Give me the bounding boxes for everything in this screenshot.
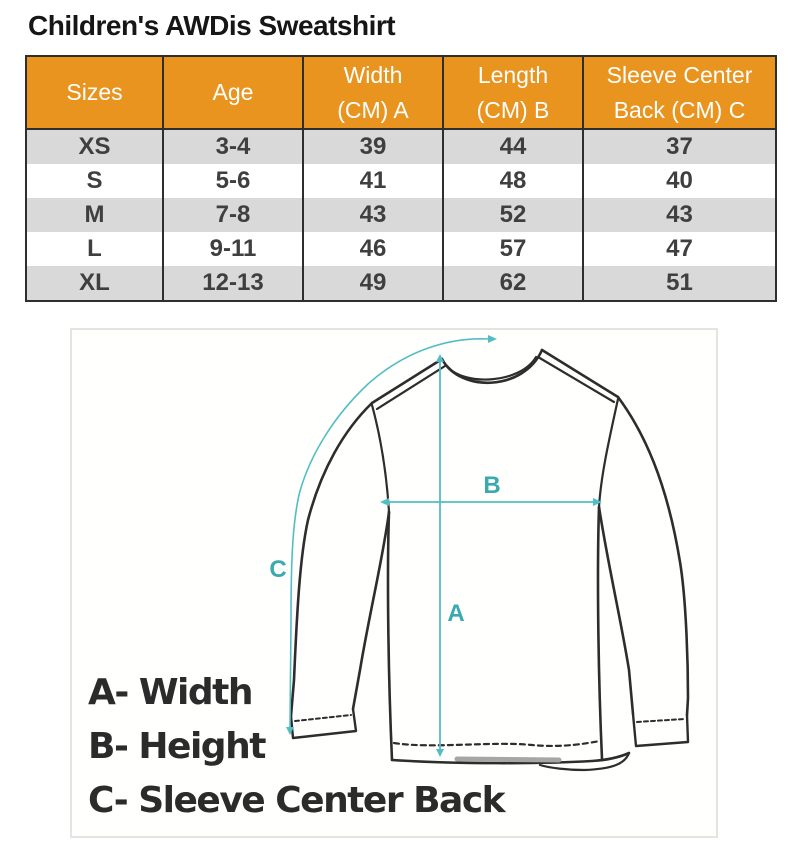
table-row-xs: XS 3-4 39 44 37 <box>25 129 776 164</box>
table-row-xl: XL 12-13 49 62 51 <box>25 266 776 301</box>
left-armhole-seam <box>370 403 391 514</box>
cell-length: 62 <box>442 266 583 301</box>
measurement-diagram: A B C A- Width B- Height C- Sleeve Cente… <box>70 328 718 838</box>
right-sleeve-outer-edge <box>616 395 690 717</box>
cell-sleeve: 37 <box>582 129 776 164</box>
cell-sleeve: 47 <box>582 232 776 266</box>
header-cell-width: Width (CM) A <box>302 56 443 130</box>
sweatshirt-drawing <box>289 348 690 772</box>
cell-sleeve: 51 <box>582 266 776 301</box>
cell-age: 12-13 <box>162 266 303 301</box>
cell-length: 57 <box>442 232 583 266</box>
header-cell-sleeve: Sleeve Center Back (CM) C <box>582 56 776 130</box>
cell-width: 46 <box>302 232 443 266</box>
measure-label-c: C <box>269 556 286 583</box>
cell-size: M <box>25 198 163 232</box>
cell-age: 3-4 <box>162 129 303 164</box>
right-sleeve-inner-edge <box>597 505 635 716</box>
right-cuff-outline <box>631 712 690 748</box>
cell-size: L <box>25 232 163 266</box>
measure-arrow-c <box>286 335 497 735</box>
hem-shading <box>454 756 562 763</box>
size-table: Sizes Age Width (CM) A Length (CM) B Sle… <box>25 55 777 302</box>
cell-sleeve: 43 <box>582 198 776 232</box>
right-cuff-stitch <box>636 718 685 723</box>
measurement-annotations: A B C <box>269 335 602 757</box>
cell-length: 52 <box>442 198 583 232</box>
cell-size: S <box>25 164 163 198</box>
measure-label-b: B <box>483 472 500 499</box>
left-shoulder-seam <box>370 357 444 405</box>
body-right-edge <box>596 505 604 761</box>
left-shoulder-seam-inner <box>375 364 447 411</box>
cell-width: 41 <box>302 164 443 198</box>
cell-length: 44 <box>442 129 583 164</box>
hem-bottom-edge <box>390 751 631 765</box>
cell-width: 43 <box>302 198 443 232</box>
legend-line-c: C- Sleeve Center Back <box>88 780 507 821</box>
right-shoulder-seam-inner <box>536 355 616 404</box>
page-title: Children's AWDis Sweatshirt <box>28 10 396 41</box>
left-cuff-stitch <box>294 714 352 722</box>
cell-length: 48 <box>442 164 583 198</box>
measure-arrow-a <box>436 354 444 757</box>
hem-right-flap <box>538 751 631 772</box>
diagram-legend: A- Width B- Height C- Sleeve Center Back <box>88 672 508 821</box>
left-cuff-outline <box>289 707 358 740</box>
sweatshirt-diagram-svg: A B C A- Width B- Height C- Sleeve Cente… <box>88 335 690 821</box>
header-cell-age: Age <box>162 56 303 130</box>
left-sleeve-inner-edge <box>351 510 391 711</box>
table-header-row: Sizes Age Width (CM) A Length (CM) B Sle… <box>25 56 776 130</box>
legend-line-b: B- Height <box>88 726 266 767</box>
cell-age: 7-8 <box>162 198 303 232</box>
cell-sleeve: 40 <box>582 164 776 198</box>
hem-stitch-line <box>392 739 602 748</box>
cell-width: 39 <box>302 129 443 164</box>
table-row-l: L 9-11 46 57 47 <box>25 232 776 266</box>
right-armhole-seam <box>597 397 620 509</box>
measure-arrow-b <box>380 498 602 506</box>
collar-inner-line <box>446 355 538 381</box>
cell-size: XL <box>25 266 163 301</box>
cell-age: 9-11 <box>162 232 303 266</box>
table-row-m: M 7-8 43 52 43 <box>25 198 776 232</box>
cell-width: 49 <box>302 266 443 301</box>
left-sleeve-outer-edge <box>289 401 374 718</box>
cell-age: 5-6 <box>162 164 303 198</box>
header-cell-sizes: Sizes <box>25 56 163 130</box>
body-left-edge <box>386 510 394 762</box>
cell-size: XS <box>25 129 163 164</box>
table-row-s: S 5-6 41 48 40 <box>25 164 776 198</box>
right-shoulder-seam <box>540 348 620 399</box>
measure-label-a: A <box>447 600 464 627</box>
header-cell-length: Length (CM) B <box>442 56 583 130</box>
legend-line-a: A- Width <box>88 672 252 713</box>
